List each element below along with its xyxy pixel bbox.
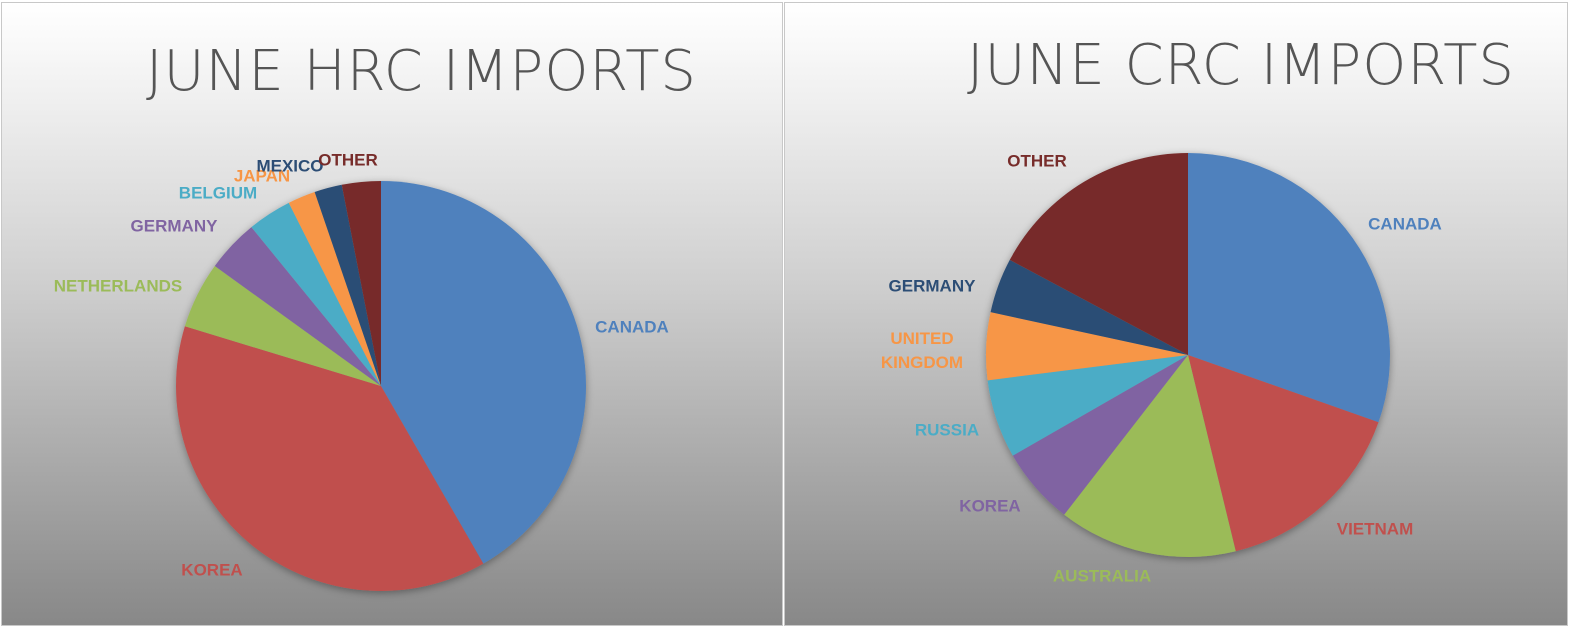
slice-label-canada: CANADA [1368,214,1442,233]
slice-label-netherlands: NETHERLANDS [54,276,182,295]
slice-label-korea: KOREA [181,560,242,579]
pie-slice-mexico [314,184,381,386]
pie-slice-canada [381,181,587,564]
slice-label-japan: JAPAN [234,166,290,185]
slice-label-korea: KOREA [959,496,1020,515]
pie-slice-australia [1064,355,1236,557]
pie-slice-russia [987,355,1188,456]
pie-slice-korea [1012,355,1188,515]
slice-label-australia: AUSTRALIA [1053,566,1151,585]
crc-pie-chart: CANADA VIETNAM AUSTRALIA KOREA RUSSIA UNITED K… [881,151,1442,585]
pie-slices [985,153,1390,557]
slice-label-other: OTHER [1007,151,1067,170]
pie-slice-united-kingdom [985,312,1188,381]
slice-label-other: OTHER [318,150,378,169]
pie-slice-germany [214,227,381,386]
slice-label-canada: CANADA [595,317,669,336]
pie-slice-other [1009,153,1188,355]
hrc-chart-title: JUNE HRC IMPORTS [146,39,697,104]
hrc-pie-chart: CANADA KOREA NETHERLANDS GERMANY BELGIUMJAPA… [54,150,669,591]
pie-slice-japan [288,192,381,386]
hrc-chart-panel: JUNE HRC IMPORTS CANADA KOREA NETHERLANDS G… [1,2,783,626]
pie-slice-belgium [251,202,381,386]
slice-label-mexico: MEXICO [256,156,323,175]
slice-label-germany: GERMANY [889,276,977,295]
slice-label-belgium: BELGIUM [179,183,257,202]
crc-chart-title: JUNE CRC IMPORTS [967,33,1515,98]
pie-slices [176,181,587,591]
pie-slice-other [341,181,381,386]
slice-label-united-kingdom: UNITED KINGDOM [881,329,963,372]
pie-slice-vietnam [1188,355,1379,552]
slice-label-russia: RUSSIA [915,420,979,439]
pie-slice-canada [1188,153,1390,423]
pie-slice-netherlands [184,266,381,386]
crc-chart-panel: JUNE CRC IMPORTS CANADA VIETNAM AUSTRALIA K… [784,2,1568,626]
pie-slice-germany [990,259,1188,355]
pie-slice-korea [176,326,484,591]
slice-label-vietnam: VIETNAM [1337,519,1414,538]
slice-label-germany: GERMANY [131,216,219,235]
